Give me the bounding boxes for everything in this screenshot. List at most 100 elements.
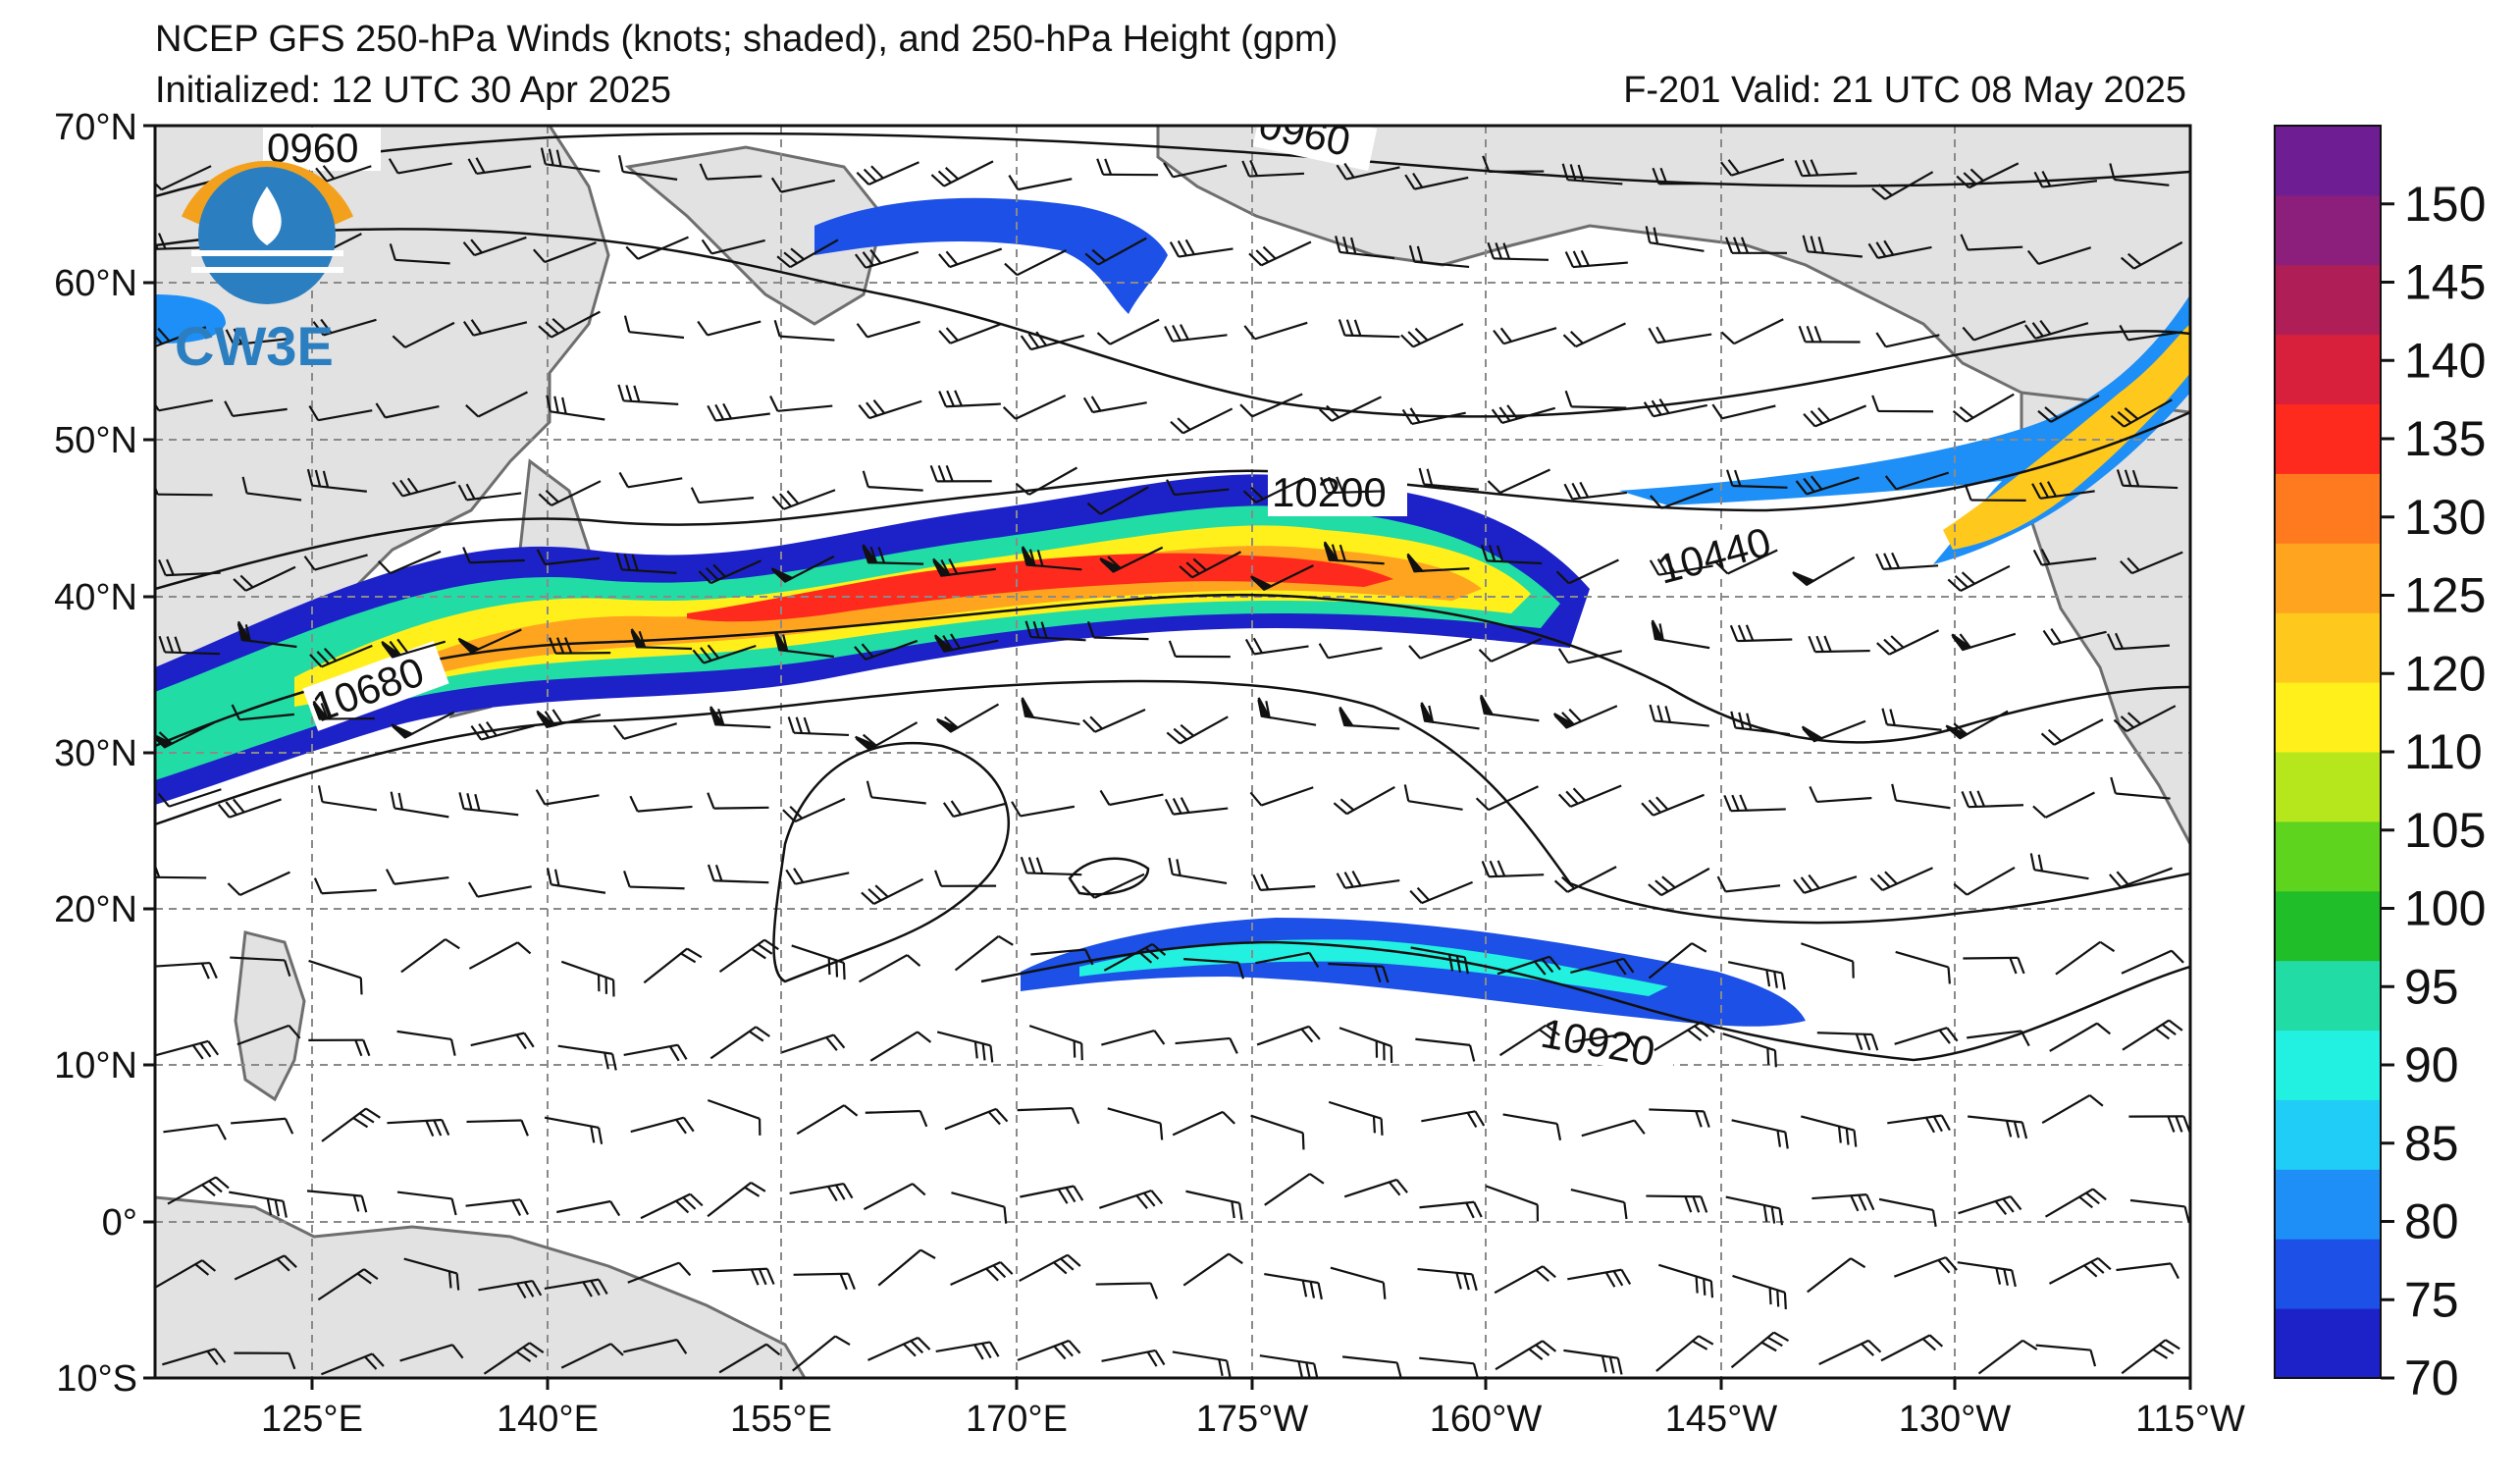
wind-barb (707, 402, 770, 422)
wind-barb (2033, 170, 2098, 188)
wind-barb (1168, 640, 1231, 659)
wind-barb (546, 395, 605, 421)
wind-barb (1323, 541, 1385, 565)
colorbar-swatch (2275, 890, 2381, 962)
wind-barb (1720, 158, 1785, 177)
wind-barb (1964, 484, 2026, 502)
wind-barb (1951, 632, 2017, 652)
wind-barb (1343, 1178, 1408, 1198)
colorbar-swatch (2275, 960, 2381, 1032)
wind-barb (2128, 1115, 2190, 1133)
wind-barb (1957, 1261, 2017, 1288)
wind-barb (1250, 1114, 1305, 1150)
wind-barb (2032, 791, 2095, 819)
jet-northeast-core (1943, 324, 2190, 550)
colorbar-swatch (2275, 1099, 2381, 1170)
wind-barb (457, 628, 522, 654)
wind-barb (698, 559, 762, 585)
wind-barb (2113, 705, 2177, 733)
wind-barb (2026, 246, 2092, 266)
wind-barb (625, 236, 689, 260)
wind-barb (467, 157, 532, 175)
contour-10800-a (772, 741, 1010, 983)
lon-label-130w: 130°W (1899, 1399, 2012, 1440)
contour-10200 (155, 228, 2190, 418)
wind-barb (457, 483, 522, 502)
wind-barb (306, 1190, 368, 1213)
wind-barb (1101, 1029, 1166, 1046)
wind-barb (1655, 1335, 1714, 1372)
land-new-guinea (155, 1195, 807, 1378)
wind-barb (630, 628, 693, 651)
wind-barb (1259, 1354, 1319, 1378)
wind-barb (536, 709, 602, 729)
wind-barb (233, 565, 296, 592)
wind-barb (2121, 949, 2184, 975)
wind-barb (630, 1116, 695, 1135)
wind-barb (1264, 1173, 1325, 1206)
wind-barb (155, 1039, 220, 1060)
wind-barb (1726, 469, 1788, 489)
wind-barb (1564, 249, 1628, 269)
jet-band-135 (687, 553, 1393, 622)
wind-barb (1401, 407, 1466, 426)
lon-label-125e: 125°E (261, 1399, 363, 1440)
wind-barb (1028, 1025, 1083, 1061)
wind-barb (163, 1124, 227, 1140)
wind-barb (392, 321, 455, 348)
wind-barb (229, 1191, 288, 1218)
wind-barb (1952, 393, 2015, 423)
wind-barb (618, 471, 683, 489)
wind-barb (1328, 962, 1390, 983)
colorbar-label: 95 (2404, 959, 2459, 1014)
wind-barb (770, 555, 835, 583)
lon-label-115w: 115°W (2135, 1399, 2245, 1440)
wind-barb (1570, 1189, 1628, 1220)
colorbar-swatch (2275, 1030, 2381, 1100)
wind-barb (1086, 486, 1149, 515)
wind-barb (1563, 1349, 1623, 1375)
wind-barb (1098, 1189, 1164, 1210)
colorbar-swatch (2275, 682, 2381, 753)
wind-barb (1947, 564, 2011, 592)
colorbar-swatch (2275, 612, 2381, 683)
wind-barb (1163, 162, 1228, 179)
wind-barb (2109, 867, 2173, 888)
wind-barb (1081, 873, 1145, 899)
wind-barb (556, 1199, 621, 1217)
wind-barb (1020, 331, 1085, 351)
wind-barb (942, 800, 1008, 819)
wind-barb (468, 941, 532, 970)
wind-barb (313, 877, 377, 895)
wind-barb (1977, 1339, 2038, 1375)
wind-barb (950, 1260, 1014, 1287)
wind-barb (1491, 404, 1556, 425)
wind-barb (709, 1026, 770, 1060)
wind-barb (1648, 942, 1707, 980)
wind-barb (321, 1352, 385, 1376)
wind-barb (793, 1272, 856, 1291)
wind-barb (858, 954, 921, 983)
wind-barb (308, 959, 363, 995)
wind-barb (1795, 475, 1860, 496)
wind-barb (1564, 390, 1627, 409)
wind-barb (1011, 801, 1076, 818)
wind-barb (1479, 694, 1540, 722)
wind-barb (1961, 790, 2024, 809)
colorbar-label: 150 (2404, 177, 2486, 232)
wind-barb (1649, 556, 1713, 576)
wind-barb (1552, 705, 1618, 729)
contour-10560 (155, 593, 2190, 748)
wind-barb (1404, 172, 1469, 190)
colorbar-label: 145 (2404, 255, 2486, 310)
wind-barb (627, 1261, 692, 1284)
wind-barb (1555, 558, 1619, 585)
wind-barb (312, 700, 375, 720)
wind-barb (1646, 1194, 1708, 1213)
wind-barb (400, 938, 460, 974)
lat-label-10s: 10°S (56, 1358, 137, 1400)
wind-barb (1480, 544, 1543, 565)
wind-barb (854, 248, 919, 269)
wind-barb (773, 319, 835, 342)
wind-barb (629, 795, 693, 813)
